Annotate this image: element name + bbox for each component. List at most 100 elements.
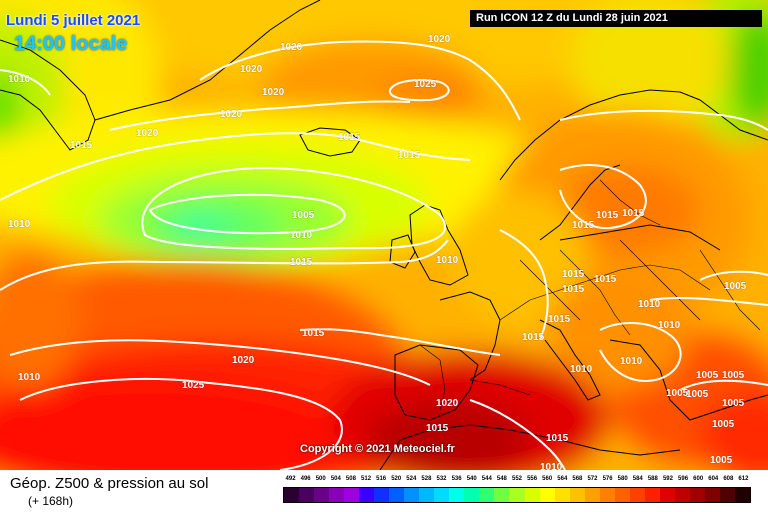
isobar-label-1010: 1010 xyxy=(290,230,313,241)
scale-label: 592 xyxy=(662,476,673,482)
sweden-coast xyxy=(539,164,621,241)
scale-label: 524 xyxy=(406,476,417,482)
isobar-1015-atlantic xyxy=(0,239,449,291)
isobar-label-1005: 1005 xyxy=(292,210,315,221)
scale-label: 568 xyxy=(572,476,583,482)
scale-label: 508 xyxy=(345,476,356,482)
scale-swatch xyxy=(644,488,660,502)
isobar-label-1010: 1010 xyxy=(8,219,31,230)
forecast-date: Lundi 5 juillet 2021 xyxy=(6,12,141,29)
scale-swatch xyxy=(344,488,360,502)
scale-label: 572 xyxy=(587,476,598,482)
isobar-1005-low xyxy=(148,193,346,235)
scale-swatch xyxy=(629,488,645,502)
scale-label: 556 xyxy=(527,476,538,482)
scale-swatch xyxy=(554,488,570,502)
scale-swatch xyxy=(449,488,465,502)
isobar-label-1005: 1005 xyxy=(666,388,689,399)
isobar-label-1020: 1020 xyxy=(436,398,459,409)
scale-swatch xyxy=(299,488,315,502)
scale-swatch xyxy=(524,488,540,502)
isobar-label-1005: 1005 xyxy=(686,389,709,400)
scale-swatch xyxy=(494,488,510,502)
scale-swatch xyxy=(614,488,630,502)
scale-label: 512 xyxy=(361,476,372,482)
map-canvas: 1020102010201020102010201025101010151015… xyxy=(0,0,768,470)
isobar-1025-azores xyxy=(19,378,343,470)
isobar-label-1025: 1025 xyxy=(182,380,205,391)
isobar-1010-west xyxy=(0,69,51,96)
isobar-label-1010: 1010 xyxy=(540,462,563,470)
isobar-1005-se xyxy=(679,379,768,391)
scale-swatch xyxy=(509,488,525,502)
isobar-label-1015: 1015 xyxy=(548,314,571,325)
scale-label: 516 xyxy=(376,476,387,482)
isobar-label-1010: 1010 xyxy=(436,255,459,266)
scale-swatch xyxy=(314,488,330,502)
scale-swatch xyxy=(719,488,735,502)
scale-label: 588 xyxy=(647,476,658,482)
isobar-label-1010: 1010 xyxy=(18,372,41,383)
scale-swatch xyxy=(434,488,450,502)
isobar-label-1005: 1005 xyxy=(710,455,733,466)
scale-label: 612 xyxy=(738,476,749,482)
model-run-label: Run ICON 12 Z du Lundi 28 juin 2021 xyxy=(470,10,762,27)
scale-label: 528 xyxy=(421,476,432,482)
italy-coast xyxy=(539,319,601,401)
isobar-1020-greenland xyxy=(109,100,411,131)
isobar-labels: 1020102010201020102010201025101010151015… xyxy=(8,34,747,470)
isobar-label-1025: 1025 xyxy=(414,79,437,90)
scale-label: 584 xyxy=(632,476,643,482)
isobar-label-1005: 1005 xyxy=(722,370,745,381)
baltic-coast xyxy=(559,224,721,251)
color-scale-labels: 492 496 500 504 508 512 516 520 524 528 532 536 540 5… xyxy=(283,476,751,487)
isobar-1010-east xyxy=(649,296,768,306)
scale-swatch xyxy=(674,488,690,502)
isobar-1015-north xyxy=(0,132,471,201)
isobar-label-1005: 1005 xyxy=(696,370,719,381)
scale-swatch xyxy=(659,488,675,502)
british-isles-coast xyxy=(409,204,469,286)
weather-map: 1020 1020 1020 1020 1020 1020 1025 1010 1015 1015… xyxy=(0,0,768,470)
isobar-label-1015: 1015 xyxy=(594,274,617,285)
isobar-label-1015: 1015 xyxy=(338,132,361,143)
geopotential-field xyxy=(0,0,768,470)
isobar-1015-scandinavia xyxy=(559,164,647,230)
isobar-label-1020: 1020 xyxy=(232,355,255,366)
scale-swatch xyxy=(689,488,705,502)
isobar-1025-high xyxy=(388,79,450,102)
scale-swatch xyxy=(284,488,300,502)
scale-label: 500 xyxy=(315,476,326,482)
isobar-label-1015: 1015 xyxy=(302,328,325,339)
scale-swatch xyxy=(419,488,435,502)
scale-swatch xyxy=(464,488,480,502)
legend-footer: Géop. Z500 & pression au sol (+ 168h) 49… xyxy=(0,470,768,512)
scandinavia-coast xyxy=(499,89,768,181)
isobar-label-1010: 1010 xyxy=(8,74,31,85)
isobar-label-1010: 1010 xyxy=(658,320,681,331)
isobar-1010-low xyxy=(141,166,447,250)
scale-label: 600 xyxy=(693,476,704,482)
isobar-label-1015: 1015 xyxy=(70,140,93,151)
copyright-label: Copyright © 2021 Meteociel.fr xyxy=(300,443,455,455)
scale-swatch xyxy=(584,488,600,502)
isobar-1015-europe xyxy=(499,229,549,341)
color-scale-swatches xyxy=(283,487,751,503)
scale-swatch xyxy=(359,488,375,502)
isobar-1020-north xyxy=(199,40,521,121)
scale-label: 532 xyxy=(436,476,447,482)
isobar-label-1005: 1005 xyxy=(722,398,745,409)
scale-label: 540 xyxy=(466,476,477,482)
isobar-label-1015: 1015 xyxy=(426,423,449,434)
scale-label: 492 xyxy=(285,476,296,482)
isobar-label-1015: 1015 xyxy=(546,433,569,444)
isobar-label-1020: 1020 xyxy=(280,42,303,53)
scale-label: 548 xyxy=(496,476,507,482)
scale-label: 544 xyxy=(481,476,492,482)
scale-swatch xyxy=(479,488,495,502)
borders xyxy=(419,179,761,411)
scale-swatch xyxy=(599,488,615,502)
north-africa-coast xyxy=(379,424,681,470)
legend-title: Géop. Z500 & pression au sol xyxy=(10,475,209,492)
scale-swatch xyxy=(734,488,750,502)
